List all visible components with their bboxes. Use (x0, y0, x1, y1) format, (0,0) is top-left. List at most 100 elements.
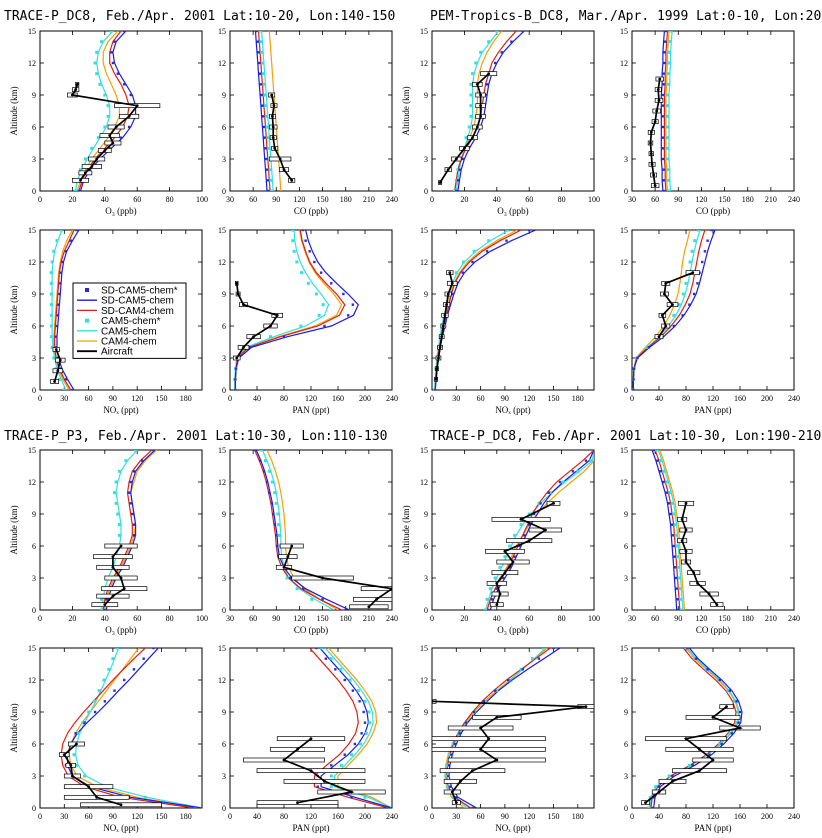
series-marker-sd-cam5-chem-star (461, 271, 464, 274)
series-marker-sd-cam5-chem-star (258, 459, 262, 462)
y-tick-label: 6 (624, 542, 628, 551)
series-marker-cam5-chem-star (659, 459, 663, 463)
x-axis-label: NOₓ (ppt) (103, 405, 138, 415)
panel-3-o3: 0 3 6 9 12 15 0 20 40 60 80 100 O₃ (ppb) Altitude (km… (401, 27, 600, 216)
series-marker-cam5-chem-star (508, 544, 512, 548)
aircraft-point (671, 303, 674, 307)
series-marker-sd-cam5-chem-star (691, 764, 694, 767)
y-tick-label: 12 (420, 478, 428, 487)
aircraft-line (681, 503, 718, 606)
series-marker-cam5-chem-star (276, 512, 280, 516)
series-marker-cam5-chem-star (263, 459, 267, 463)
series-marker-cam5-chem-star (666, 82, 670, 86)
aircraft-point (271, 125, 275, 129)
panel-16-pan: 0 3 6 9 12 15 0 40 80 120 160 200 240 PAN (ppt) (620, 644, 800, 833)
y-tick-label: 0 (222, 386, 226, 395)
series-marker-cam5-chem-star (258, 31, 262, 33)
x-tick-label: 160 (332, 812, 344, 821)
y-tick-label: 3 (424, 155, 428, 164)
series-marker-cam5-chem-star (267, 469, 271, 473)
x-axis-label: NOₓ (ppt) (495, 405, 530, 415)
x-tick-label: 40 (655, 394, 663, 403)
plot-area (254, 450, 392, 610)
series-marker-sd-cam5-chem-star (675, 587, 678, 590)
series-marker-cam5-chem-star (363, 795, 367, 799)
series-marker-cam5-chem-star (117, 469, 121, 473)
series-marker-sd-cam5-chem-star (267, 189, 270, 191)
series-marker-sd-cam5-chem-star (571, 470, 575, 473)
series-marker-cam5-chem-star (310, 597, 314, 601)
y-tick-label: 3 (32, 155, 36, 164)
plot-area (233, 230, 360, 390)
y-tick-label: 0 (222, 804, 226, 813)
series-marker-cam5-chem-star (260, 50, 264, 54)
y-tick-label: 15 (620, 644, 628, 653)
aircraft-point (79, 178, 82, 182)
y-tick-label: 6 (424, 740, 428, 749)
series-marker-sd-cam5-chem-star (265, 168, 269, 171)
y-tick-label: 12 (420, 59, 428, 68)
series-line-cam5-chem (261, 31, 274, 191)
y-tick-label: 0 (32, 187, 36, 196)
aircraft-point (664, 281, 668, 285)
aircraft-point (698, 747, 701, 751)
aircraft-point (135, 104, 139, 108)
series-marker-sd-cam5-chem-star (558, 480, 562, 484)
series-marker-cam5-chem-star (364, 731, 368, 735)
series-marker-sd-cam5-chem-star (532, 512, 536, 516)
aircraft-point (552, 501, 555, 505)
x-tick-label: 0 (38, 394, 42, 403)
series-marker-sd-cam5-chem-star (234, 388, 237, 390)
x-tick-label: 180 (742, 614, 754, 623)
series-marker-sd-cam5-chem-star (273, 523, 276, 526)
aircraft-point (711, 758, 715, 762)
plot-frame (431, 647, 595, 809)
series-marker-cam5-chem-star (530, 657, 534, 661)
series-marker-cam5-chem-star (647, 806, 651, 808)
series-marker-sd-cam5-chem-star (59, 282, 62, 285)
series-marker-sd-cam5-chem-star (74, 732, 77, 735)
series-line-cam5-chem (101, 450, 138, 610)
series-marker-sd-cam5-chem-star (93, 710, 97, 714)
series-marker-cam5-chem-star (100, 597, 104, 601)
series-marker-sd-cam5-chem-star (301, 230, 305, 232)
series-marker-cam5-chem-star (456, 168, 460, 172)
aircraft-point (663, 292, 666, 296)
series-marker-sd-cam5-chem-star (234, 378, 237, 381)
y-tick-label: 3 (222, 354, 226, 363)
x-tick-label: 120 (293, 614, 305, 623)
series-marker-cam5-chem-star (143, 795, 147, 799)
x-tick-label: 30 (452, 812, 460, 821)
series-marker-sd-cam5-chem-star (547, 491, 550, 494)
series-marker-cam5-chem-star (687, 763, 691, 767)
y-tick-label: 0 (32, 804, 36, 813)
x-tick-label: 60 (525, 614, 533, 623)
series-marker-cam5-chem-star (678, 587, 682, 591)
aircraft-point (242, 303, 245, 307)
x-axis-label: CO (ppb) (294, 625, 328, 635)
series-marker-cam5-chem-star (262, 82, 266, 86)
x-axis-label: CO (ppb) (696, 206, 730, 216)
aircraft-point (503, 549, 507, 553)
x-tick-label: 180 (742, 195, 754, 204)
series-marker-cam5-chem-star (690, 249, 694, 253)
series-line-sd-cam5-chem (255, 450, 350, 610)
aircraft-point (269, 324, 272, 328)
x-tick-label: 120 (707, 812, 719, 821)
x-tick-label: 90 (674, 614, 682, 623)
series-marker-sd-cam5-chem-star (735, 700, 738, 703)
y-tick-label: 0 (424, 804, 428, 813)
x-tick-label: 0 (430, 812, 434, 821)
series-marker-sd-cam5-chem-star (103, 700, 106, 703)
aircraft-point (119, 544, 123, 548)
x-tick-label: 90 (674, 195, 682, 204)
x-tick-label: 20 (68, 195, 76, 204)
series-marker-cam5-chem-star (114, 501, 118, 505)
series-marker-sd-cam5-chem-star (313, 260, 316, 264)
y-tick-label: 6 (424, 123, 428, 132)
plot-frame (431, 229, 595, 391)
series-marker-sd-cam5-chem-star (55, 324, 59, 328)
series-marker-cam5-chem-star (669, 31, 673, 33)
series-marker-cam5-chem-star (487, 239, 491, 243)
